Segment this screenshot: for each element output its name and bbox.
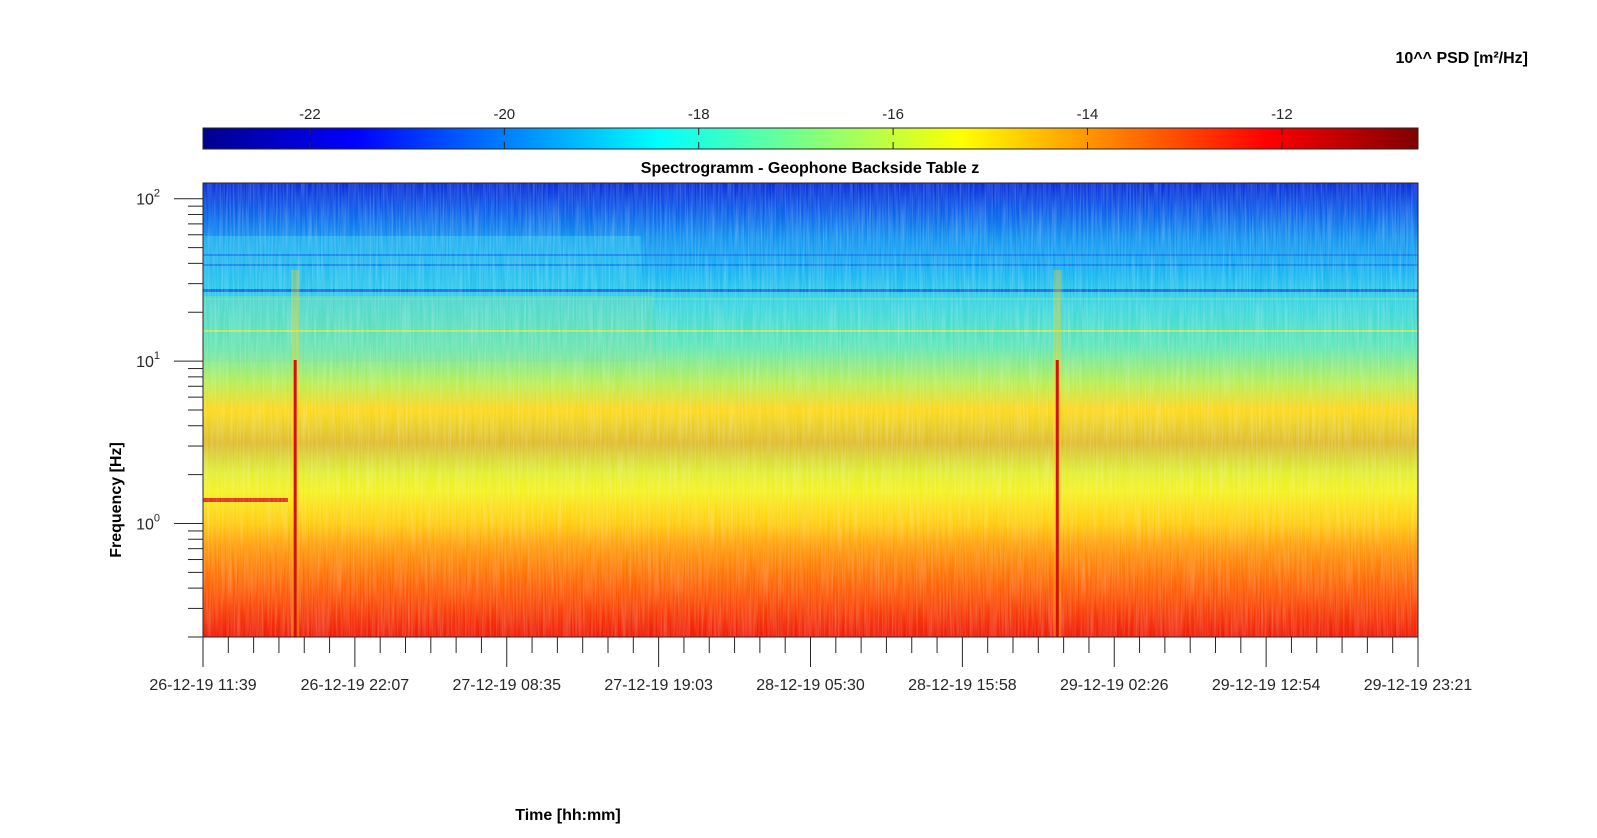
y-tick-exponent: 0: [154, 513, 160, 525]
event-line: [293, 360, 297, 637]
x-tick-label: 27-12-19 08:35: [452, 677, 561, 694]
x-tick-label: 29-12-19 02:26: [1060, 677, 1169, 694]
x-tick-label: 29-12-19 12:54: [1212, 677, 1321, 694]
colorbar-tick-label: -14: [1077, 106, 1099, 123]
x-tick-label: 28-12-19 05:30: [756, 677, 865, 694]
x-axis: 26-12-19 11:39 26-12-19 22:07 27-12-19 08:…: [149, 637, 1472, 694]
y-tick-exponent: 1: [154, 350, 160, 362]
colorbar-tick-label: -16: [882, 106, 904, 123]
spectrogram-plot: [202, 182, 1419, 638]
colorbar-label: 10^^ PSD [m²/Hz]: [1396, 50, 1528, 67]
x-tick-label: 26-12-19 22:07: [301, 677, 410, 694]
x-tick-label: 28-12-19 15:58: [908, 677, 1017, 694]
event-line: [1055, 360, 1059, 637]
y-tick-base: 10: [136, 517, 154, 534]
x-tick-label: 26-12-19 11:39: [149, 677, 256, 694]
y-axis-label: Frequency [Hz]: [108, 442, 125, 558]
x-axis-label: Time [hh:mm]: [515, 807, 620, 824]
x-tick-label: 27-12-19 19:03: [604, 677, 713, 694]
colorbar-gradient: [202, 127, 1419, 150]
colorbar-ticks: -22 -20 -18 -16 -14 -12: [299, 106, 1293, 149]
colorbar-tick-label: -22: [299, 106, 321, 123]
transient-events: [291, 270, 1062, 637]
y-tick-label: 102: [136, 188, 160, 209]
colorbar-tick-label: -12: [1271, 106, 1293, 123]
y-tick-base: 10: [136, 192, 154, 209]
colorbar-tick-label: -20: [493, 106, 515, 123]
colorbar-tick-label: -18: [688, 106, 710, 123]
y-tick-label: 100: [136, 513, 160, 534]
y-tick-base: 10: [136, 354, 154, 371]
noise-texture: [203, 183, 1418, 637]
x-tick-label: 29-12-19 23:21: [1364, 677, 1473, 694]
colorbar: -22 -20 -18 -16 -14 -12: [202, 106, 1419, 150]
chart-title: Spectrogramm - Geophone Backside Table z: [641, 160, 979, 177]
y-tick-exponent: 2: [154, 188, 160, 200]
y-tick-label: 101: [136, 350, 160, 371]
